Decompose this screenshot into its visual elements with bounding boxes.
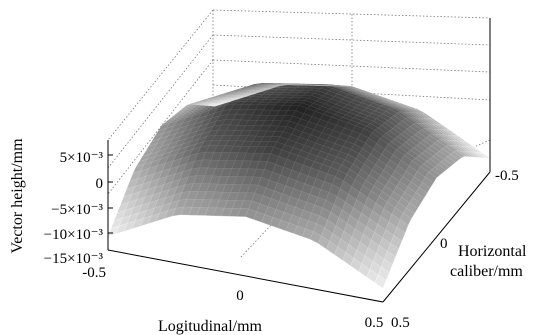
z-tick-label: −10×10⁻³ [44, 227, 104, 243]
z-axis-label: Vector height/mm [9, 138, 26, 254]
z-tick-label: 5×10⁻³ [60, 150, 104, 166]
grid-line [212, 59, 491, 73]
surface-mesh [107, 83, 491, 289]
box-edges [107, 18, 491, 303]
y-tick-label: 0.5 [391, 315, 410, 331]
y-tick-label: -0.5 [495, 168, 519, 184]
grid-line [212, 34, 491, 46]
z-tick-label: 0 [96, 176, 104, 192]
z-tick-label: −15×10⁻³ [44, 251, 104, 267]
x-axis-line [107, 249, 384, 303]
z-tick-label: −5×10⁻³ [51, 202, 103, 218]
x-axis-label: Logitudinal/mm [158, 318, 263, 335]
y-tick-label: 0 [440, 236, 448, 252]
x-tick-label: -0.5 [82, 265, 106, 281]
y-axis-label: Horizontal caliber/mm [450, 243, 527, 280]
grid-line [212, 9, 491, 19]
grid-line [107, 34, 214, 169]
x-tick-label: 0.5 [365, 315, 384, 331]
x-tick-label: 0 [236, 288, 244, 304]
surface-patch [478, 152, 491, 159]
y-axis-line [382, 171, 491, 303]
grid-line [239, 204, 291, 259]
